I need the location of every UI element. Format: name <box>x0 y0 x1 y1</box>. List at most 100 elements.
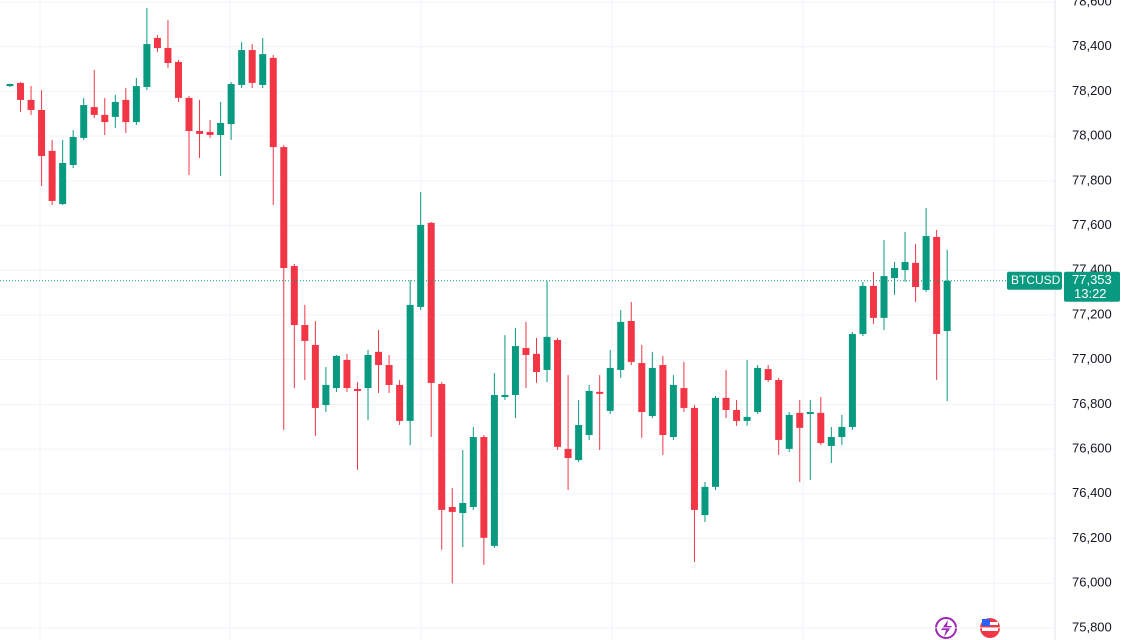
candle-body <box>38 109 46 157</box>
candle-body <box>185 97 193 131</box>
candle-body <box>364 354 372 389</box>
candle-body <box>606 367 614 411</box>
y-tick-label: 75,800 <box>1072 619 1112 634</box>
candle-body <box>722 397 730 410</box>
candle-body <box>343 359 351 389</box>
candle-body <box>617 321 625 370</box>
y-tick-label: 77,800 <box>1072 172 1112 187</box>
candle-body <box>554 340 562 447</box>
vertical-grid <box>39 0 995 640</box>
candle-body <box>827 437 835 446</box>
candle-body <box>922 236 930 290</box>
symbol-label: BTCUSD <box>1011 273 1061 287</box>
candle-body <box>290 266 298 326</box>
candle-body <box>891 268 899 279</box>
candle-body <box>59 162 67 205</box>
y-tick-label: 76,400 <box>1072 485 1112 500</box>
candle-body <box>659 365 667 436</box>
candle-body <box>217 122 225 136</box>
candle-body <box>6 84 14 87</box>
price-box <box>1064 271 1120 302</box>
y-tick-label: 76,200 <box>1072 530 1112 545</box>
candle-body <box>522 348 530 355</box>
y-tick-label: 77,600 <box>1072 217 1112 232</box>
candle-body <box>353 388 361 391</box>
candle-body <box>859 285 867 334</box>
candle-body <box>490 394 498 546</box>
y-tick-label: 76,800 <box>1072 396 1112 411</box>
candle-body <box>848 333 856 427</box>
y-tick-label: 78,600 <box>1072 0 1112 8</box>
time-label: 13:22 <box>1074 286 1107 301</box>
candle-body <box>48 150 56 201</box>
candle-body <box>796 412 804 428</box>
candle-body <box>69 137 77 165</box>
candle-body <box>480 437 488 538</box>
candle-body <box>511 346 519 395</box>
y-tick-label: 76,000 <box>1072 575 1112 590</box>
candle-body <box>269 57 277 148</box>
y-tick-label: 76,600 <box>1072 441 1112 456</box>
candle-body <box>669 384 677 438</box>
candle-body <box>332 355 340 389</box>
candle-body <box>301 325 309 341</box>
candle-body <box>80 105 88 138</box>
y-tick-label: 78,200 <box>1072 83 1112 98</box>
candle-body <box>596 391 604 394</box>
candle-body <box>196 130 204 134</box>
candle-body <box>754 367 762 412</box>
candle-body <box>375 351 383 366</box>
candle-body <box>712 397 720 487</box>
candle-body <box>817 412 825 444</box>
candle-body <box>701 486 709 516</box>
candle-body <box>101 114 109 123</box>
candle-body <box>880 276 888 318</box>
candle-body <box>27 99 35 110</box>
candle-body <box>469 437 477 507</box>
candle-body <box>648 367 656 417</box>
candle-body <box>427 222 435 383</box>
candle-body <box>638 363 646 412</box>
candle-body <box>575 424 583 461</box>
candle-body <box>543 336 551 370</box>
y-tick-label: 78,400 <box>1072 38 1112 53</box>
candle-body <box>912 262 920 288</box>
candle-body <box>933 236 941 334</box>
candle-body <box>733 409 741 421</box>
candle-body <box>396 384 404 421</box>
candle-body <box>690 407 698 510</box>
candle-body <box>259 54 267 85</box>
candle-body <box>111 101 119 117</box>
candle-body <box>459 502 467 514</box>
candle-body <box>501 394 509 398</box>
candle-body <box>122 99 130 123</box>
candle-body <box>322 384 330 406</box>
candle-body <box>869 285 877 318</box>
candle-body <box>806 411 814 414</box>
candle-body <box>143 44 151 87</box>
candle-body <box>248 50 256 83</box>
candle-body <box>564 448 572 459</box>
candle-body <box>280 147 288 269</box>
candle-body <box>743 416 751 421</box>
candle-body <box>785 414 793 449</box>
candle-body <box>585 390 593 436</box>
candle-body <box>385 365 393 385</box>
candle-body <box>206 131 214 136</box>
candle-body <box>943 280 951 332</box>
candle-body <box>311 344 319 408</box>
candle-body <box>627 321 635 362</box>
symbol-box <box>1007 271 1062 290</box>
candle-body <box>901 261 909 271</box>
candle-body <box>775 380 783 440</box>
candle-body <box>227 84 235 125</box>
price-label: 77,353 <box>1072 272 1112 287</box>
candle-body <box>17 82 25 100</box>
candle-body <box>132 86 140 123</box>
candle-body <box>838 426 846 438</box>
y-tick-label: 77,200 <box>1072 306 1112 321</box>
candle-body <box>533 353 540 372</box>
candle-body <box>680 388 688 408</box>
candle-body <box>406 304 414 421</box>
